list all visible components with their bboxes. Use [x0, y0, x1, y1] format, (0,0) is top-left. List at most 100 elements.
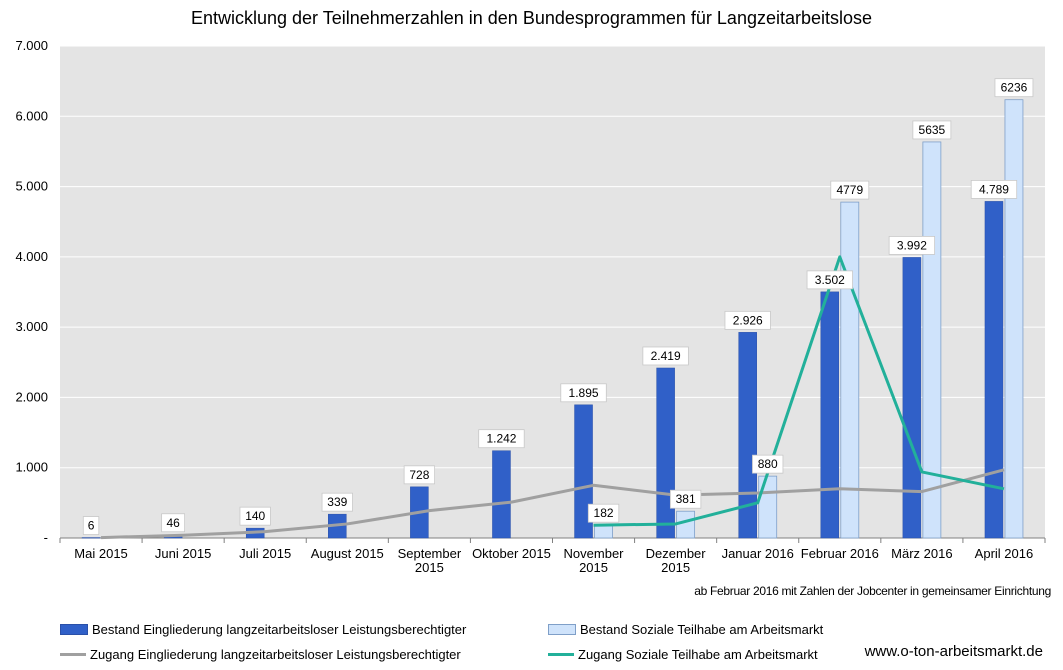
data-label: 2.926 — [733, 313, 763, 327]
x-tick-label: August 2015 — [311, 546, 384, 561]
y-tick-label: 3.000 — [15, 319, 48, 334]
x-tick-label-line: September — [398, 546, 462, 561]
legend-swatch-line-grey — [60, 653, 86, 656]
data-label-box — [752, 454, 784, 474]
x-tick-label: Februar 2016 — [801, 546, 879, 561]
bar-bestand-soziale-teilhabe — [758, 475, 778, 539]
x-tick-label-line: März 2016 — [891, 546, 952, 561]
data-label: 1.242 — [486, 432, 516, 446]
y-tick-label: 1.000 — [15, 460, 48, 475]
bar-bestand-eingliederung — [81, 537, 101, 539]
footnote: ab Februar 2016 mit Zahlen der Jobcenter… — [694, 584, 1051, 598]
x-tick-label-line: 2015 — [415, 560, 444, 575]
data-label-box — [970, 180, 1018, 199]
x-tick-label-line: November — [564, 546, 625, 561]
data-label: 728 — [409, 468, 429, 482]
bar-bestand-eingliederung — [656, 367, 675, 539]
x-tick-label-line: Juli 2015 — [239, 546, 291, 561]
data-label-box — [560, 383, 607, 403]
data-label-box — [642, 346, 689, 366]
data-label-box — [321, 492, 353, 512]
data-label: 6 — [88, 519, 95, 533]
x-tick-label-line: April 2016 — [975, 546, 1034, 561]
data-label-box — [403, 465, 436, 485]
data-label: 381 — [676, 492, 696, 506]
x-tick-label: Dezember 2015 — [646, 546, 707, 575]
bar-bestand-eingliederung — [984, 201, 1004, 539]
data-label-box — [669, 489, 702, 509]
data-label-box — [724, 310, 771, 330]
x-tick-label: Mai 2015 — [74, 546, 127, 561]
bar-bestand-soziale-teilhabe — [1004, 99, 1024, 539]
data-label-box — [587, 503, 620, 523]
data-label-box — [239, 506, 271, 526]
data-label-box — [888, 236, 936, 255]
x-tick-label-line: Dezember — [646, 546, 707, 561]
data-label-box — [82, 516, 100, 535]
x-tick-label-line: Februar 2016 — [801, 546, 879, 561]
bar-bestand-soziale-teilhabe — [676, 510, 696, 539]
line-zugang-soziale-teilhabe — [593, 255, 1005, 527]
x-tick-label-line: 2015 — [661, 560, 690, 575]
x-tick-label: Januar 2016 — [722, 546, 794, 561]
bar-bestand-eingliederung — [738, 332, 757, 539]
bar-bestand-soziale-teilhabe — [594, 524, 613, 539]
legend-label: Zugang Soziale Teilhabe am Arbeitsmarkt — [578, 647, 818, 662]
label-layer: 6 46 140 339 728 1.242 1.895 2.419 2.926 3.502 3.9… — [82, 78, 1034, 535]
data-label: 1.895 — [569, 386, 599, 400]
data-label: 46 — [166, 516, 180, 530]
data-label: 6236 — [1001, 81, 1028, 95]
legend-label: Bestand Soziale Teilhabe am Arbeitsmarkt — [580, 622, 824, 637]
chart-svg: - 1.000 2.000 3.000 4.000 5.000 6.000 7.000 Mai … — [15, 38, 1046, 575]
data-label: 4.789 — [979, 182, 1009, 196]
x-tick-label: März 2016 — [891, 546, 952, 561]
bar-bestand-eingliederung — [902, 257, 922, 539]
x-tick-label: November 2015 — [564, 546, 625, 575]
bar-bestand-soziale-teilhabe — [922, 141, 942, 539]
data-label-box — [830, 180, 870, 200]
axis-layer: - 1.000 2.000 3.000 4.000 5.000 6.000 7.000 Mai … — [15, 38, 1046, 575]
bar-bestand-eingliederung — [492, 450, 511, 539]
x-tick-label-line: August 2015 — [311, 546, 384, 561]
x-tick-label: Juni 2015 — [155, 546, 211, 561]
data-label: 880 — [758, 457, 778, 471]
legend-item-zugang-eingliederung: Zugang Eingliederung langzeitarbeitslose… — [60, 647, 461, 662]
data-label: 140 — [245, 509, 265, 523]
y-tick-label: - — [44, 530, 48, 545]
data-label: 5635 — [919, 123, 946, 137]
x-tick-label: Oktober 2015 — [472, 546, 551, 561]
website-url: www.o-ton-arbeitsmarkt.de — [864, 643, 1043, 660]
data-label: 4779 — [836, 183, 863, 197]
bar-bestand-eingliederung — [820, 291, 840, 539]
legend-label: Zugang Eingliederung langzeitarbeitslose… — [90, 647, 461, 662]
y-tick-label: 2.000 — [15, 389, 48, 404]
x-tick-label-line: Oktober 2015 — [472, 546, 551, 561]
y-tick-label: 7.000 — [15, 38, 48, 53]
x-tick-label-line: Mai 2015 — [74, 546, 127, 561]
data-label: 339 — [327, 495, 347, 509]
data-label-box — [478, 429, 525, 449]
legend-label: Bestand Eingliederung langzeitarbeitslos… — [92, 622, 467, 637]
data-label-box — [161, 513, 186, 533]
chart-title: Entwicklung der Teilnehmerzahlen in den … — [190, 8, 873, 28]
line-zugang-eingliederung — [100, 468, 1005, 540]
data-label: 3.502 — [815, 273, 845, 287]
data-label-box — [806, 270, 853, 290]
data-label: 2.419 — [651, 349, 681, 363]
x-tick-label: September 2015 — [398, 546, 462, 575]
data-label: 3.992 — [897, 238, 927, 252]
x-tick-label: Juli 2015 — [239, 546, 291, 561]
legend-item-zugang-soziale-teilhabe: Zugang Soziale Teilhabe am Arbeitsmarkt — [548, 647, 818, 662]
plot-area — [60, 46, 1045, 538]
y-tick-label: 5.000 — [15, 179, 48, 194]
x-tick-label: April 2016 — [975, 546, 1034, 561]
data-label-box — [994, 78, 1034, 98]
x-tick-label-line: Juni 2015 — [155, 546, 211, 561]
legend-item-bestand-eingliederung: Bestand Eingliederung langzeitarbeitslos… — [60, 622, 466, 637]
legend-swatch-bar-light — [548, 624, 576, 635]
data-label-box — [912, 120, 952, 140]
data-label: 182 — [594, 506, 614, 520]
y-tick-label: 6.000 — [15, 108, 48, 123]
legend-item-bestand-soziale-teilhabe: Bestand Soziale Teilhabe am Arbeitsmarkt — [548, 622, 823, 637]
legend-swatch-line-teal — [548, 653, 574, 656]
